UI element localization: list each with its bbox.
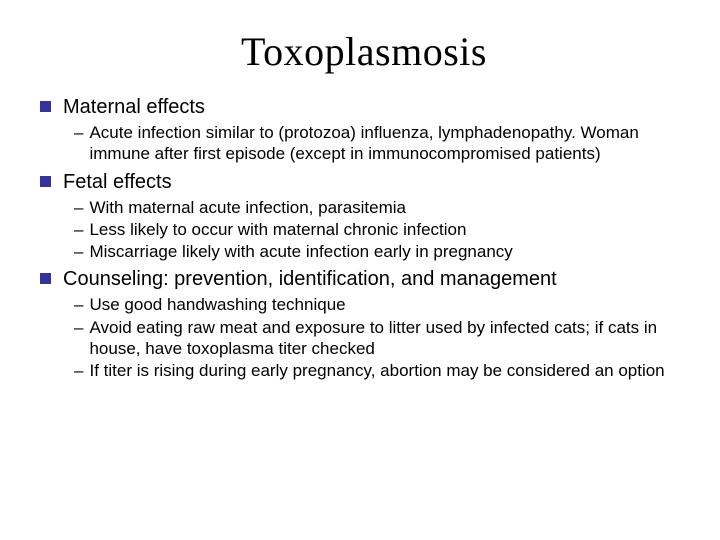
- list-item: Acute infection similar to (protozoa) in…: [89, 122, 688, 165]
- bullet-level2: – Use good handwashing technique: [74, 294, 688, 315]
- dash-icon: –: [74, 219, 83, 240]
- dash-icon: –: [74, 197, 83, 218]
- dash-icon: –: [74, 317, 83, 338]
- section-heading: Counseling: prevention, identification, …: [63, 267, 557, 292]
- dash-icon: –: [74, 294, 83, 315]
- bullet-level2: – Less likely to occur with maternal chr…: [74, 219, 688, 240]
- slide-container: Toxoplasmosis Maternal effects – Acute i…: [0, 0, 720, 402]
- dash-icon: –: [74, 241, 83, 262]
- list-item: Use good handwashing technique: [89, 294, 345, 315]
- square-bullet-icon: [40, 273, 51, 284]
- bullet-level2: – Miscarriage likely with acute infectio…: [74, 241, 688, 262]
- square-bullet-icon: [40, 101, 51, 112]
- bullet-level1: Maternal effects: [40, 95, 688, 120]
- list-item: Avoid eating raw meat and exposure to li…: [89, 317, 688, 360]
- list-item: Miscarriage likely with acute infection …: [89, 241, 512, 262]
- bullet-level2: – With maternal acute infection, parasit…: [74, 197, 688, 218]
- slide-title: Toxoplasmosis: [40, 28, 688, 75]
- square-bullet-icon: [40, 176, 51, 187]
- dash-icon: –: [74, 122, 83, 143]
- bullet-level2: – Avoid eating raw meat and exposure to …: [74, 317, 688, 360]
- list-item: With maternal acute infection, parasitem…: [89, 197, 406, 218]
- list-item: Less likely to occur with maternal chron…: [89, 219, 466, 240]
- bullet-level1: Fetal effects: [40, 170, 688, 195]
- bullet-level2: – If titer is rising during early pregna…: [74, 360, 688, 381]
- dash-icon: –: [74, 360, 83, 381]
- list-item: If titer is rising during early pregnanc…: [89, 360, 664, 381]
- bullet-level2: – Acute infection similar to (protozoa) …: [74, 122, 688, 165]
- section-heading: Maternal effects: [63, 95, 205, 120]
- bullet-level1: Counseling: prevention, identification, …: [40, 267, 688, 292]
- section-heading: Fetal effects: [63, 170, 172, 195]
